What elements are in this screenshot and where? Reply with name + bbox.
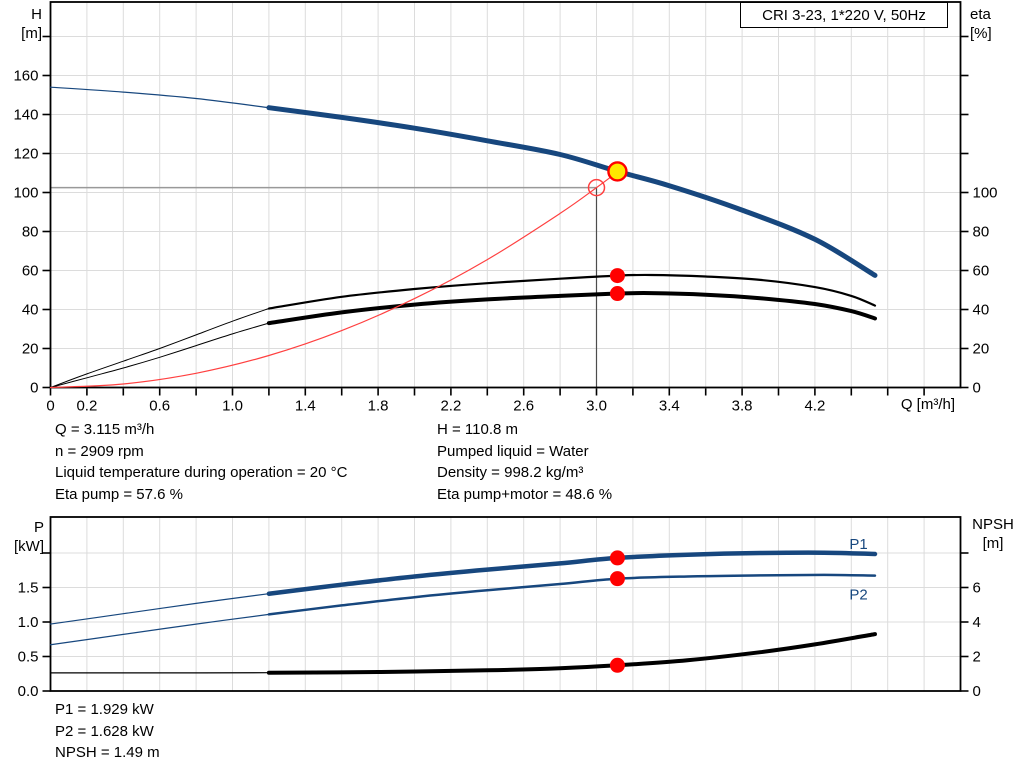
- duty-info-left: Q = 3.115 m³/h n = 2909 rpm Liquid tempe…: [55, 419, 347, 506]
- p1-outside-duty-range-: [49, 593, 270, 625]
- eta-axis-name: eta: [970, 6, 991, 23]
- npsh: [266, 632, 877, 675]
- eta-pump: [267, 273, 877, 310]
- npsh-axis-name: NPSH: [972, 516, 1014, 533]
- requested-duty-point[interactable]: [587, 178, 606, 197]
- info-line-q: Q = 3.115 m³/h: [55, 421, 155, 438]
- p1: [266, 550, 878, 596]
- svg-text:2: 2: [973, 649, 981, 666]
- svg-text:80: 80: [22, 224, 39, 241]
- svg-text:6: 6: [973, 580, 981, 597]
- svg-text:4.2: 4.2: [804, 398, 825, 415]
- svg-text:20: 20: [22, 341, 39, 358]
- operating-point[interactable]: [607, 161, 628, 182]
- svg-text:3.0: 3.0: [586, 398, 607, 415]
- info-line-density: Density = 998.2 kg/m³: [437, 464, 584, 482]
- svg-text:80: 80: [973, 224, 990, 241]
- eta-pump-motor-operating-point[interactable]: [609, 286, 625, 302]
- p2-operating-point[interactable]: [609, 571, 625, 587]
- svg-text:0.0: 0.0: [18, 683, 39, 700]
- p2-curve-label: P2: [849, 586, 867, 603]
- svg-text:1.8: 1.8: [368, 398, 389, 415]
- power-info: P1 = 1.929 kW P2 = 1.628 kW NPSH = 1.49 …: [55, 699, 160, 764]
- svg-text:60: 60: [22, 263, 39, 280]
- svg-text:0.5: 0.5: [18, 649, 39, 666]
- svg-text:20: 20: [973, 341, 990, 358]
- h-q-curve-outside-duty-range-: [49, 86, 270, 109]
- power-npsh-chart: 0.0 0.5 1.0 1.5 0 2 4 6 P1 P2: [18, 516, 981, 700]
- p1-curve-label: P1: [849, 536, 867, 553]
- svg-text:1.0: 1.0: [222, 398, 243, 415]
- p-axis-unit: [kW]: [14, 538, 44, 555]
- npsh-axis-unit: [m]: [982, 535, 1004, 552]
- eta-axis-label: eta [%]: [970, 5, 1020, 43]
- system-curve: [49, 169, 621, 389]
- svg-text:40: 40: [22, 302, 39, 319]
- svg-text:1.0: 1.0: [18, 614, 39, 631]
- h-q-curve: [266, 105, 878, 278]
- h-axis-name: H: [31, 6, 42, 23]
- svg-text:60: 60: [973, 263, 990, 280]
- info-line-eta-pump-motor: Eta pump+motor = 48.6 %: [437, 486, 613, 504]
- svg-text:120: 120: [13, 146, 38, 163]
- svg-text:3.8: 3.8: [732, 398, 753, 415]
- svg-text:0: 0: [30, 380, 38, 397]
- npsh-axis-label: NPSH [m]: [962, 515, 1024, 553]
- duty-info-right: H = 110.8 m Pumped liquid = Water Densit…: [437, 419, 612, 506]
- info-line-npsh: NPSH = 1.49 m: [55, 744, 160, 762]
- svg-text:3.4: 3.4: [659, 398, 680, 415]
- eta-pump-outside-duty-range-: [50, 308, 270, 388]
- svg-text:4: 4: [973, 614, 981, 631]
- eta-pump-motor: [266, 291, 877, 326]
- info-line-head: H = 110.8 m: [437, 421, 519, 438]
- info-line-temperature: Liquid temperature during operation = 20…: [55, 464, 348, 482]
- info-line-eta-pump: Eta pump = 57.6 %: [55, 486, 183, 504]
- pump-model-title: CRI 3-23, 1*220 V, 50Hz: [762, 6, 926, 24]
- svg-text:160: 160: [13, 68, 38, 85]
- p1-operating-point[interactable]: [609, 550, 625, 566]
- p2: [267, 573, 877, 616]
- svg-text:100: 100: [13, 185, 38, 202]
- svg-text:1.5: 1.5: [18, 580, 39, 597]
- eta-axis-unit: [%]: [970, 25, 992, 42]
- svg-text:0.2: 0.2: [76, 398, 97, 415]
- svg-text:100: 100: [973, 185, 998, 202]
- svg-text:0.6: 0.6: [149, 398, 170, 415]
- svg-text:0: 0: [973, 380, 981, 397]
- info-line-p2: P2 = 1.628 kW: [55, 722, 154, 740]
- h-axis-unit: [m]: [21, 25, 42, 42]
- p-axis-name: P: [33, 519, 44, 536]
- p-axis-label: P [kW]: [0, 518, 44, 556]
- eta-pump-operating-point[interactable]: [609, 268, 625, 284]
- h-axis-label: H [m]: [0, 5, 42, 43]
- svg-text:2.2: 2.2: [440, 398, 461, 415]
- svg-text:40: 40: [973, 302, 990, 319]
- svg-text:2.6: 2.6: [513, 398, 534, 415]
- eta-pump-motor-outside-duty-range-: [50, 322, 270, 388]
- svg-text:0: 0: [46, 398, 54, 415]
- p2-outside-duty-range-: [49, 613, 270, 646]
- svg-text:1.4: 1.4: [295, 398, 316, 415]
- q-axis-label: Q [m³/h]: [900, 396, 955, 413]
- info-line-speed: n = 2909 rpm: [55, 442, 144, 460]
- svg-text:0: 0: [973, 683, 981, 700]
- pump-model-title-box: CRI 3-23, 1*220 V, 50Hz: [740, 2, 948, 28]
- info-line-p1: P1 = 1.929 kW: [55, 701, 154, 718]
- npsh-operating-point[interactable]: [609, 657, 625, 673]
- svg-text:140: 140: [13, 107, 38, 124]
- info-line-liquid: Pumped liquid = Water: [437, 442, 589, 460]
